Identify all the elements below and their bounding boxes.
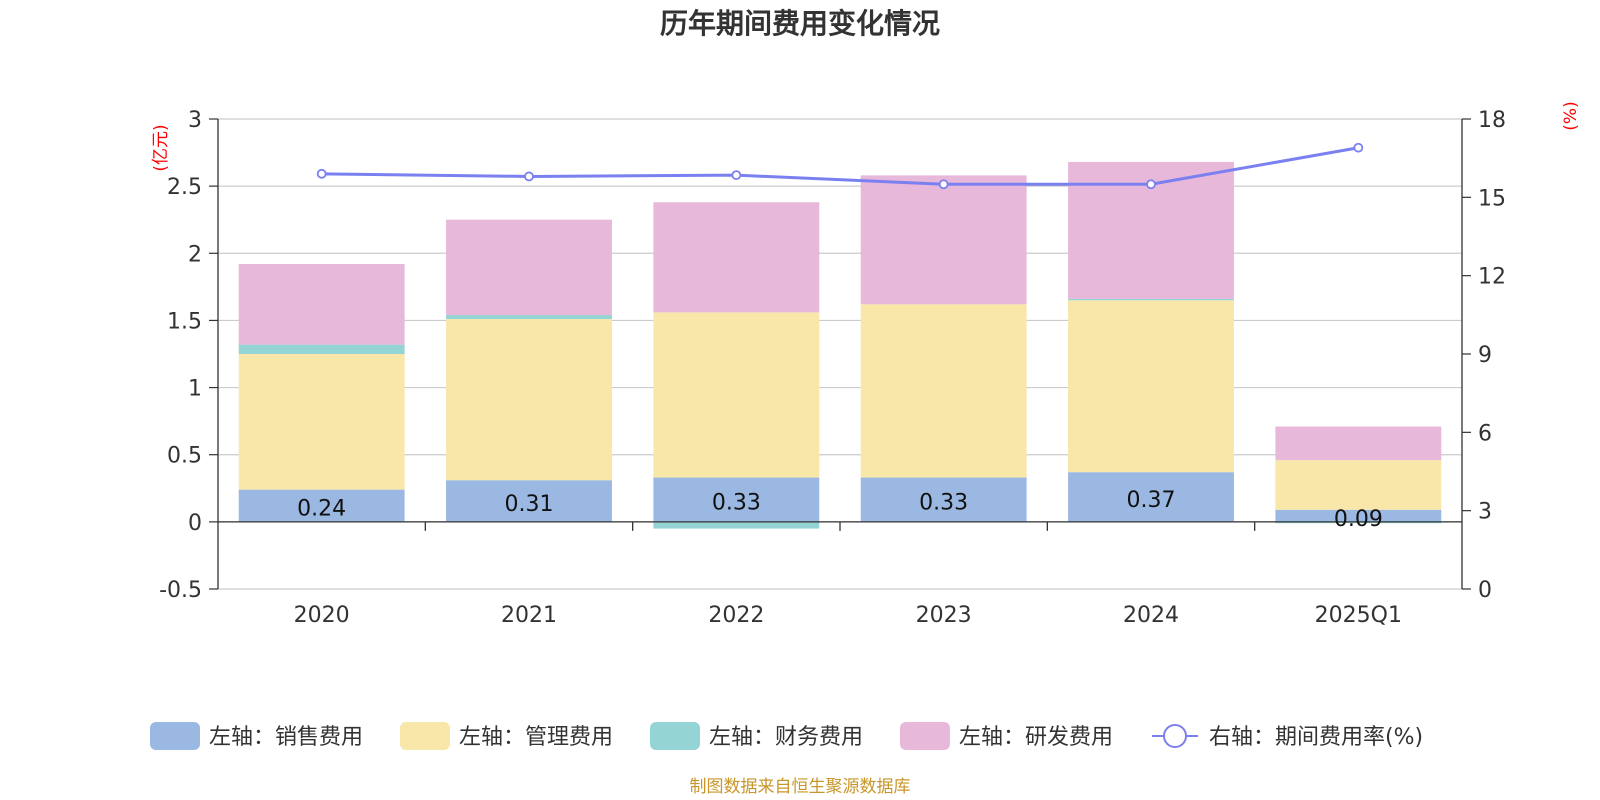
data-label: 0.33 [712, 491, 761, 516]
bar-segment [1275, 521, 1442, 524]
bar-segment [653, 521, 820, 529]
right-tick-label: 18 [1478, 108, 1506, 133]
source-note: 制图数据来自恒生聚源数据库 [690, 777, 911, 797]
left-tick-label: 1.5 [167, 309, 202, 334]
tick-labels: 3 2.5 2 1.5 1 0.5 0 -0.5 18 15 12 9 6 3 0 2020 2021 2022 2… [159, 108, 1506, 628]
legend-swatch[interactable] [650, 722, 700, 750]
bar-segment [1068, 298, 1234, 301]
bar-stacks [238, 161, 1442, 529]
left-tick-label: 0 [188, 511, 202, 536]
data-label: 0.33 [919, 491, 968, 516]
bar-segment [860, 304, 1027, 478]
rate-line-path [321, 146, 1359, 186]
right-tick-label: 6 [1478, 421, 1492, 446]
bar-segment [1275, 509, 1442, 522]
left-axis-unit: (亿元) [151, 124, 171, 171]
bar-segment [446, 480, 612, 522]
bar-segment [238, 264, 405, 345]
rate-line [316, 142, 1364, 190]
right-tick-label: 3 [1478, 500, 1492, 525]
bar-segment [446, 319, 612, 481]
legend-swatch[interactable] [900, 722, 950, 750]
x-tick-label: 2023 [916, 603, 972, 628]
bar-segment [1068, 300, 1234, 473]
rate-point [316, 168, 327, 179]
bar-segment [1275, 426, 1442, 461]
legend-item-label[interactable]: 右轴：期间费用率(%) [1209, 725, 1423, 750]
rate-point [524, 171, 534, 182]
x-tick-label: 2020 [294, 603, 350, 628]
bar-segment [238, 489, 405, 522]
data-label: 0.31 [505, 492, 554, 517]
left-tick-label: 1 [188, 377, 202, 402]
left-tick-label: 2 [188, 242, 202, 267]
left-tick-label: -0.5 [159, 578, 202, 603]
x-tick-label: 2022 [708, 603, 764, 628]
left-tick-label: 3 [188, 108, 202, 133]
legend-item-label[interactable]: 左轴：管理费用 [459, 725, 613, 750]
bar-segment [446, 219, 612, 316]
bar-segment [653, 477, 820, 522]
rate-point [938, 179, 949, 190]
x-tick-label: 2025Q1 [1315, 603, 1402, 628]
axes [209, 118, 1471, 590]
legend-marker-icon[interactable] [1163, 724, 1187, 748]
bar-segment [860, 175, 1027, 305]
chart-title: 历年期间费用变化情况 [660, 7, 940, 40]
bar-segment [860, 477, 1027, 522]
data-label: 0.24 [297, 497, 346, 522]
right-axis-unit: (%) [1561, 101, 1581, 130]
legend-item-label[interactable]: 左轴：销售费用 [209, 725, 363, 750]
rate-point [731, 170, 742, 181]
bar-segment [1068, 472, 1234, 522]
right-tick-label: 0 [1478, 578, 1492, 603]
legend-item-label[interactable]: 左轴：财务费用 [709, 725, 863, 750]
rate-point [1353, 142, 1364, 153]
bar-segment [238, 344, 405, 354]
data-label: 0.37 [1127, 488, 1176, 513]
data-labels: 0.24 0.31 0.33 0.33 0.37 0.09 [297, 488, 1383, 532]
right-tick-label: 12 [1478, 265, 1506, 290]
bar-segment [653, 202, 820, 313]
x-tick-label: 2024 [1123, 603, 1179, 628]
right-tick-label: 9 [1478, 343, 1492, 368]
x-tick-label: 2021 [501, 603, 557, 628]
right-tick-label: 15 [1478, 186, 1506, 211]
data-label: 0.09 [1334, 507, 1383, 532]
rate-point [1146, 179, 1156, 190]
bar-segment [238, 354, 405, 490]
legend-item-label[interactable]: 左轴：研发费用 [959, 725, 1113, 750]
legend-swatch[interactable] [150, 722, 200, 750]
legend[interactable]: 左轴：销售费用 左轴：管理费用 左轴：财务费用 左轴：研发费用 右轴：期间费用率(%) [150, 722, 1423, 750]
bar-segment [1275, 460, 1442, 510]
left-tick-label: 2.5 [167, 175, 202, 200]
left-tick-label: 0.5 [167, 444, 202, 469]
bar-segment [446, 315, 612, 320]
legend-swatch[interactable] [400, 722, 450, 750]
bar-segment [653, 312, 820, 478]
